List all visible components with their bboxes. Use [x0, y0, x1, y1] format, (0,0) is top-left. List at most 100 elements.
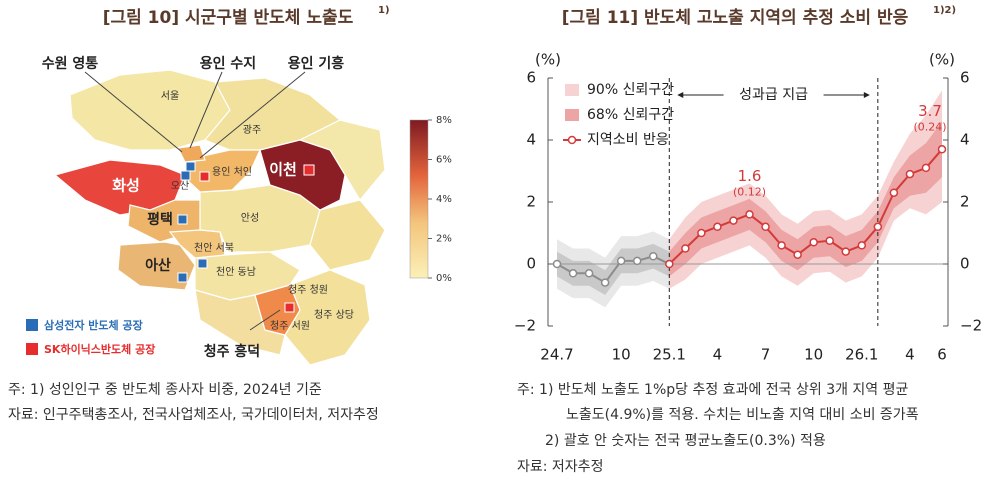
region: [309, 199, 386, 271]
legend-swatch: [26, 319, 38, 331]
x-tick-label: 10: [612, 346, 631, 364]
point: [889, 188, 899, 197]
value-label: 3.7: [918, 102, 942, 120]
region: [117, 241, 196, 291]
point: [665, 259, 674, 269]
x-tick-label: 4: [713, 346, 723, 364]
map-label: 용인 처인: [212, 166, 252, 178]
point: [552, 259, 562, 269]
colorbar-label: 8%: [436, 115, 452, 126]
point-note: (0.12): [733, 185, 766, 198]
legend-swatch: [567, 135, 577, 145]
map-note: 자료: 인구주택총조사, 전국사업체조사, 국가데이터처, 저자추정: [8, 407, 379, 423]
regions: [53, 69, 386, 366]
chart-note: 주: 1) 반도체 노출도 1%p당 추정 효과에 전국 상위 3개 지역 평균: [517, 382, 909, 398]
y-tick-label: 0: [526, 255, 536, 273]
point: [905, 169, 915, 179]
chart-title-note: 1)2): [933, 5, 956, 16]
y-unit: (%): [535, 51, 561, 69]
colorbar-label: 2%: [436, 234, 452, 245]
map-title: [그림 10] 시군구별 반도체 노출도: [103, 8, 354, 28]
legend-label: 68% 신뢰구간: [587, 107, 674, 123]
legend-label: SK하이닉스반도체 공장: [44, 342, 155, 356]
samsung-fab: [177, 214, 188, 225]
y2-unit: (%): [929, 51, 955, 69]
x-tick-label: 7: [761, 346, 771, 364]
point: [841, 247, 850, 256]
y-tick-label: 6: [526, 69, 536, 87]
map-label: 용인 기흥: [288, 55, 345, 72]
map-label: 청주 서원: [270, 320, 310, 332]
region: [254, 284, 301, 336]
chart-note: 노출도(4.9%)를 적용. 수치는 비노출 지역 대비 소비 증가폭: [566, 407, 919, 423]
leader-line: [189, 71, 223, 149]
point: [809, 238, 818, 247]
x-tick-label: 10: [804, 346, 823, 364]
point: [568, 269, 578, 278]
colorbar-label: 6%: [436, 155, 452, 166]
samsung-fab: [185, 161, 196, 172]
legend-swatch: [565, 109, 579, 121]
point: [729, 216, 738, 225]
value-label: 1.6: [738, 167, 762, 185]
point: [713, 222, 722, 232]
sk-fab: [303, 164, 315, 176]
map-label: 수원 영통: [42, 55, 99, 72]
x-tick-label: 25.1: [653, 346, 686, 364]
map-label: 안성: [241, 212, 259, 224]
arrow-head: [677, 92, 684, 98]
y-tick-label: −2: [514, 317, 536, 335]
legend-label: 지역소비 반응: [587, 132, 669, 148]
point-note: (0.24): [913, 120, 946, 133]
x-tick-label: 6: [937, 346, 947, 364]
leader-line: [84, 71, 183, 153]
colorbar-label: 4%: [436, 194, 452, 205]
factories: [177, 161, 315, 313]
legend-label: 삼성전자 반도체 공장: [44, 318, 143, 332]
samsung-fab: [180, 170, 191, 181]
colorbar: [409, 119, 429, 279]
colorbar-label: 0%: [436, 273, 452, 284]
point: [825, 236, 834, 245]
point: [761, 222, 770, 232]
x-tick-label: 4: [905, 346, 915, 364]
leader-line: [199, 71, 306, 159]
x-tick-label: 24.7: [540, 346, 573, 364]
map-label: 평택: [147, 211, 173, 228]
map-note: 주: 1) 성인인구 중 반도체 종사자 비중, 2024년 기준: [8, 382, 322, 398]
map-label: 오산: [171, 180, 189, 192]
chart-note: 자료: 저자추정: [517, 459, 603, 475]
point: [681, 244, 690, 253]
point: [857, 241, 867, 250]
point: [921, 163, 931, 173]
leader-line: [249, 309, 281, 331]
point: [937, 145, 947, 154]
y2-tick-label: 4: [960, 131, 970, 149]
map-label: 광주: [243, 124, 261, 136]
point: [873, 222, 883, 232]
map-label: 용인 수지: [200, 55, 256, 72]
y2-tick-label: 0: [960, 255, 970, 273]
sk-fab: [199, 171, 210, 182]
x-tick-label: 26.1: [845, 346, 878, 364]
point: [632, 256, 642, 266]
sk-fab: [284, 302, 295, 313]
y-tick-label: 4: [526, 131, 536, 149]
map-label: 화성: [112, 177, 140, 195]
point: [793, 250, 802, 259]
leader-lines: [84, 71, 306, 331]
point: [649, 252, 658, 261]
map-label: 서울: [161, 90, 179, 102]
legend-label: 90% 신뢰구간: [587, 82, 674, 98]
y2-tick-label: 2: [960, 193, 970, 211]
point: [600, 278, 610, 287]
region: [168, 229, 226, 259]
map-title-note: 1): [378, 5, 390, 16]
samsung-fab: [197, 258, 208, 269]
y2-tick-label: −2: [960, 317, 982, 335]
point: [745, 210, 754, 219]
map-label: 아산: [145, 257, 171, 274]
map-label: 이천: [269, 161, 297, 179]
arrow-head: [863, 92, 870, 98]
